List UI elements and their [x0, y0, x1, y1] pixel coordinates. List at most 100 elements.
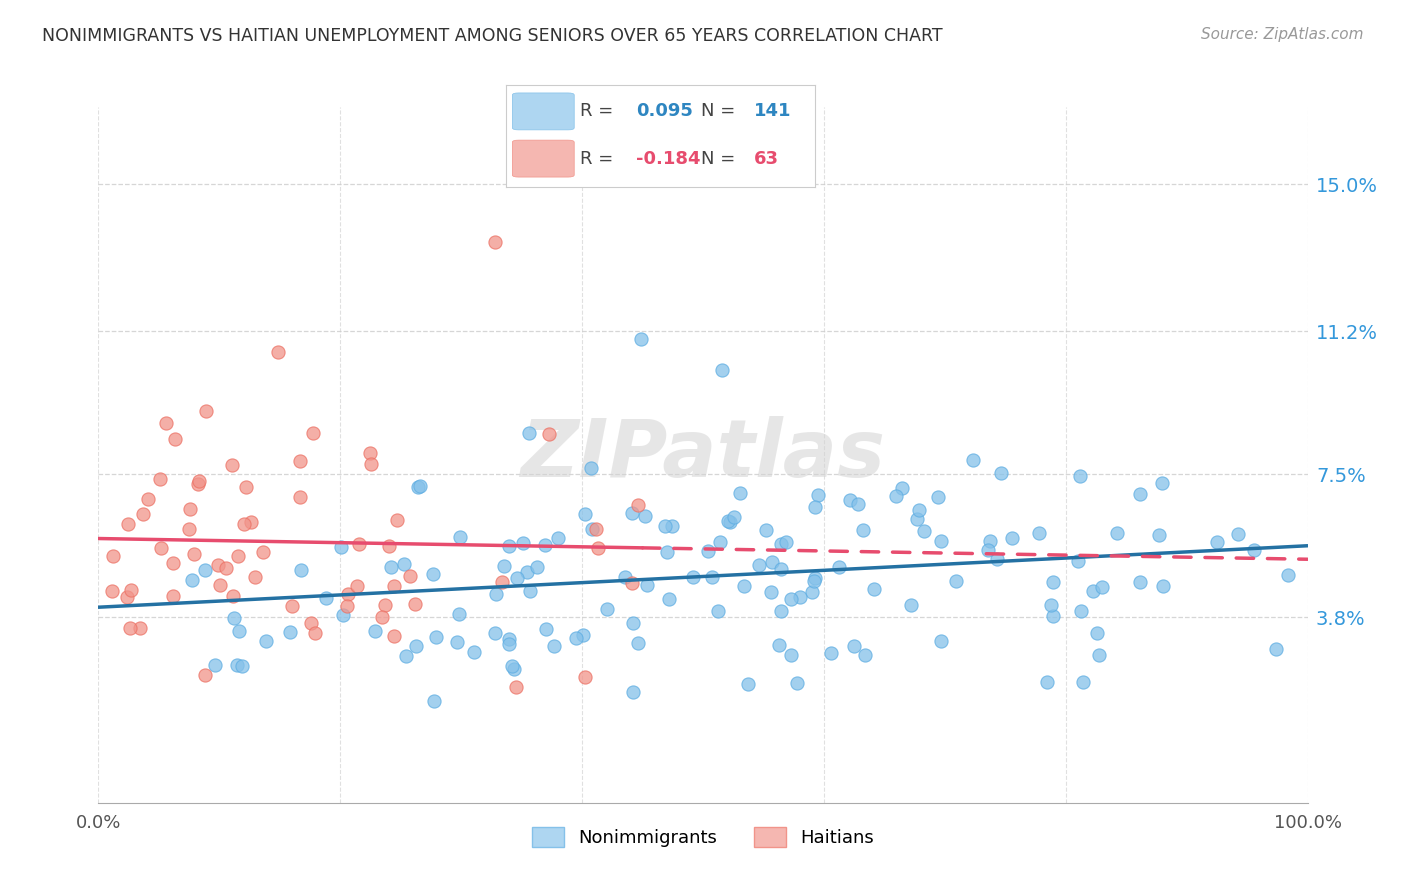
Point [425, 630, 447, 644]
Point [574, 670, 596, 684]
Point [208, 578, 231, 592]
Point [132, 508, 155, 522]
Point [359, 446, 381, 460]
Point [707, 604, 730, 618]
FancyBboxPatch shape [512, 93, 574, 130]
Point [183, 547, 205, 561]
Point [658, 592, 681, 607]
Point [179, 522, 201, 536]
Point [382, 579, 405, 593]
Point [779, 648, 801, 662]
Point [187, 477, 209, 491]
Point [519, 583, 541, 598]
Point [188, 474, 211, 488]
Point [225, 658, 247, 673]
Point [115, 590, 138, 604]
Point [905, 512, 928, 526]
Point [1073, 675, 1095, 690]
Point [136, 491, 159, 506]
Point [374, 598, 396, 612]
Text: Source: ZipAtlas.com: Source: ZipAtlas.com [1201, 27, 1364, 42]
Point [927, 490, 949, 504]
Point [728, 486, 751, 500]
Point [1227, 526, 1250, 541]
Point [163, 432, 186, 446]
Point [770, 604, 793, 618]
Point [224, 611, 246, 625]
Point [862, 582, 884, 596]
Point [636, 578, 658, 592]
Point [581, 522, 603, 536]
Point [505, 680, 527, 694]
Point [929, 634, 952, 648]
Point [775, 534, 797, 549]
Point [385, 513, 408, 527]
Point [228, 624, 250, 639]
Point [717, 514, 740, 528]
Point [281, 599, 304, 614]
Point [1069, 468, 1091, 483]
Point [579, 461, 602, 475]
Point [512, 536, 534, 550]
Point [243, 569, 266, 583]
Point [700, 570, 723, 584]
Point [222, 589, 245, 603]
Point [621, 615, 644, 630]
Point [711, 363, 734, 377]
Point [231, 659, 253, 673]
Point [627, 636, 650, 650]
Point [572, 628, 595, 642]
Point [1070, 604, 1092, 618]
Point [1040, 598, 1063, 612]
Point [761, 555, 783, 569]
Point [449, 530, 471, 544]
Point [537, 426, 560, 441]
Point [304, 625, 326, 640]
Point [761, 584, 783, 599]
Point [446, 635, 468, 649]
Point [842, 639, 865, 653]
Point [838, 492, 860, 507]
Point [330, 540, 353, 554]
Point [207, 558, 229, 572]
Point [630, 332, 652, 346]
Point [503, 662, 526, 676]
Point [252, 545, 274, 559]
Text: 0.095: 0.095 [636, 103, 693, 120]
Point [634, 509, 657, 524]
Point [221, 458, 243, 473]
Point [733, 579, 755, 593]
Point [516, 566, 538, 580]
Point [1152, 579, 1174, 593]
Point [463, 645, 485, 659]
Point [406, 479, 429, 493]
Point [409, 479, 432, 493]
Point [718, 515, 741, 529]
Text: 141: 141 [754, 103, 792, 120]
Point [519, 425, 541, 440]
Point [769, 536, 792, 550]
Point [596, 601, 619, 615]
Point [623, 685, 645, 699]
Point [891, 481, 914, 495]
Point [1001, 531, 1024, 545]
Point [494, 558, 516, 573]
Text: N =: N = [702, 150, 741, 168]
Point [709, 535, 731, 549]
Text: NONIMMIGRANTS VS HAITIAN UNEMPLOYMENT AMONG SENIORS OVER 65 YEARS CORRELATION CH: NONIMMIGRANTS VS HAITIAN UNEMPLOYMENT AM… [42, 27, 943, 45]
Point [900, 598, 922, 612]
Text: 63: 63 [754, 150, 779, 168]
Point [336, 587, 359, 601]
Point [586, 541, 609, 555]
Point [769, 562, 792, 576]
Point [149, 541, 172, 556]
Point [484, 235, 506, 250]
Point [404, 597, 426, 611]
Point [384, 629, 406, 643]
Point [723, 510, 745, 524]
Point [962, 453, 984, 467]
Point [977, 543, 1000, 558]
Point [748, 558, 770, 572]
Point [804, 500, 827, 514]
Point [852, 523, 875, 537]
